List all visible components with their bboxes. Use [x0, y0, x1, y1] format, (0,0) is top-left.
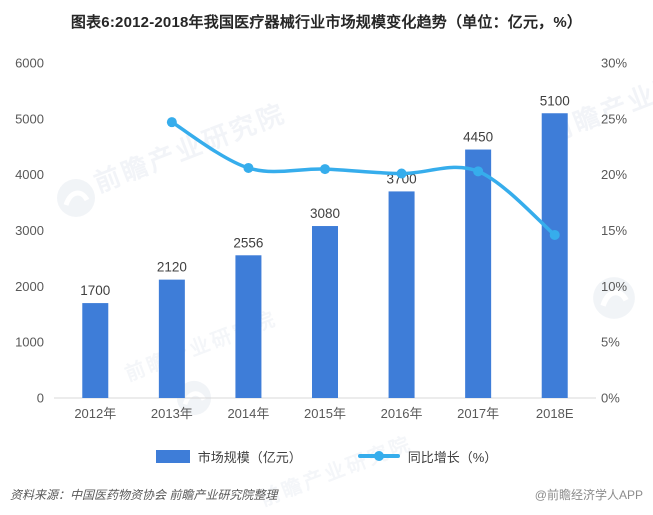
bar-value-label: 1700: [80, 283, 110, 298]
x-axis-label: 2015年: [304, 406, 346, 421]
x-axis-label: 2014年: [227, 406, 269, 421]
x-axis-label: 2017年: [457, 406, 499, 421]
growth-line-marker: [549, 229, 560, 240]
bar-2014年: [235, 255, 262, 398]
legend-line-dot: [373, 451, 384, 461]
bar-value-label: 2120: [157, 260, 187, 275]
y-axis-left-tick: 3000: [15, 223, 44, 238]
legend-label-yoy-growth: 同比增长（%）: [407, 449, 498, 465]
bar-value-label: 4450: [463, 130, 493, 145]
y-axis-left-tick: 1000: [15, 335, 44, 350]
y-axis-right-tick: 0%: [601, 391, 620, 406]
chart-title: 图表6:2012-2018年我国医疗器械行业市场规模变化趋势（单位：亿元，%）: [70, 14, 583, 31]
legend-item-yoy-growth: 同比增长（%）: [357, 447, 498, 466]
bar-value-label: 2556: [233, 235, 263, 250]
legend-label-market-size: 市场规模（亿元）: [197, 449, 302, 465]
source-note: 资料来源：中国医药物资协会 前瞻产业研究院整理: [10, 488, 278, 502]
footer: 资料来源：中国医药物资协会 前瞻产业研究院整理 @前瞻经济学人APP: [10, 486, 643, 503]
legend-line-swatch: [357, 451, 400, 461]
y-axis-right-tick: 15%: [601, 223, 627, 238]
x-axis-label: 2016年: [381, 406, 423, 421]
credit: @前瞻经济学人APP: [534, 488, 643, 502]
bar-2017年: [465, 149, 492, 398]
chart-plot: 6000 5000 4000 3000 2000 1000 0 30% 25% 20% 15% 10%…: [15, 56, 627, 422]
y-axis-left-tick: 6000: [15, 56, 44, 71]
bar-value-label: 5100: [540, 93, 570, 108]
growth-line-marker: [243, 162, 254, 173]
y-axis-right-tick: 10%: [601, 279, 627, 294]
y-axis-left-tick: 2000: [15, 279, 44, 294]
chart-legend: 市场规模（亿元） 同比增长（%）: [0, 446, 653, 466]
y-axis-right-tick: 30%: [601, 56, 627, 71]
y-axis-right-tick: 20%: [601, 167, 627, 182]
y-axis-left-tick: 5000: [15, 111, 44, 126]
x-axis-label: 2012年: [74, 406, 116, 421]
x-axis-label: 2018E: [536, 406, 574, 421]
y-axis-right-tick: 25%: [601, 111, 627, 126]
bar-2016年: [388, 191, 415, 398]
y-axis-left-tick: 4000: [15, 167, 44, 182]
y-axis-right-tick: 5%: [601, 335, 620, 350]
y-axis-left-tick: 0: [37, 391, 44, 406]
bar-2012年: [82, 303, 109, 398]
growth-line-marker: [396, 168, 407, 179]
growth-line: [170, 120, 557, 237]
bar-2018E: [541, 113, 568, 398]
growth-line-marker: [320, 164, 330, 175]
growth-line-marker: [166, 117, 177, 128]
bar-2015年: [312, 226, 338, 398]
x-axis-label: 2013年: [151, 406, 193, 421]
bar-2013年: [158, 279, 185, 398]
legend-bar-swatch: [155, 449, 190, 463]
bar-value-label: 3080: [310, 206, 340, 221]
bar-value-label: 3700: [387, 171, 417, 186]
legend-item-market-size: 市场规模（亿元）: [155, 447, 302, 466]
growth-line-marker: [473, 166, 484, 177]
